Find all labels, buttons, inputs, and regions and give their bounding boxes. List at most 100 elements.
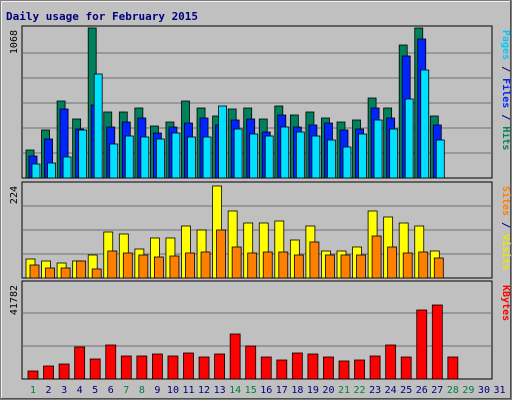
bar-kbytes-day-11 <box>183 352 194 380</box>
bar-sites-day-8 <box>138 254 149 279</box>
bar-pages-day-6 <box>109 143 119 179</box>
bar-kbytes-day-27 <box>431 304 443 380</box>
day-label-31: 31 <box>493 385 505 396</box>
day-label-23: 23 <box>369 385 381 396</box>
bar-kbytes-day-20 <box>323 356 334 380</box>
side-legend: KBytes <box>500 285 511 321</box>
bar-kbytes-day-17 <box>276 359 288 380</box>
bar-pages-day-26 <box>420 69 430 179</box>
bar-sites-day-18 <box>293 254 304 279</box>
side-legend-part: Files <box>500 78 512 108</box>
bar-kbytes-day-23 <box>369 355 381 380</box>
bar-kbytes-day-14 <box>229 333 241 380</box>
bar-kbytes-day-25 <box>400 356 412 380</box>
side-legend: Pages / Files / Hits <box>500 30 512 150</box>
bar-kbytes-day-8 <box>136 355 148 380</box>
day-label-12: 12 <box>198 385 210 396</box>
day-label-14: 14 <box>229 385 241 396</box>
day-label-10: 10 <box>167 385 179 396</box>
bar-sites-day-17 <box>278 251 289 279</box>
bar-pages-day-9 <box>155 138 165 179</box>
side-legend-part: Hits <box>500 126 512 150</box>
bar-kbytes-day-22 <box>354 359 365 380</box>
bar-pages-day-4 <box>78 129 88 179</box>
bar-kbytes-day-28 <box>447 356 459 380</box>
bar-pages-day-16 <box>264 135 274 179</box>
side-legend: Sites / Visits <box>500 186 512 270</box>
bar-kbytes-day-10 <box>167 355 179 380</box>
side-legend-part: / <box>500 108 511 126</box>
day-label-6: 6 <box>108 385 114 396</box>
chart-panel-hits-files-pages: 1068 Pages / Files / Hits <box>9 25 512 179</box>
bar-pages-day-23 <box>373 119 383 179</box>
bar-kbytes-day-1 <box>27 370 39 380</box>
bar-pages-day-1 <box>31 163 41 179</box>
day-label-30: 30 <box>478 385 490 396</box>
bar-sites-day-11 <box>185 252 195 279</box>
bar-kbytes-day-9 <box>151 353 163 380</box>
bar-pages-day-12 <box>202 136 212 179</box>
side-legend-part: Visits <box>500 234 512 270</box>
bar-pages-day-21 <box>342 146 352 179</box>
bar-sites-day-20 <box>325 254 335 279</box>
bar-pages-day-11 <box>187 136 196 179</box>
day-label-27: 27 <box>431 385 443 396</box>
bar-sites-day-9 <box>153 256 164 279</box>
bar-kbytes-day-5 <box>89 358 101 380</box>
day-label-2: 2 <box>46 385 52 396</box>
bar-kbytes-day-13 <box>214 353 226 380</box>
day-label-20: 20 <box>322 385 334 396</box>
side-legend-part: KBytes <box>500 285 511 321</box>
day-label-3: 3 <box>61 385 67 396</box>
y-max-label: 41782 <box>9 285 20 315</box>
bar-sites-day-4 <box>76 260 87 279</box>
bar-pages-day-24 <box>389 128 399 179</box>
bar-sites-day-27 <box>433 257 444 279</box>
bar-sites-day-26 <box>418 251 429 279</box>
bar-sites-day-25 <box>402 252 413 279</box>
bar-sites-day-3 <box>60 267 71 279</box>
day-label-1: 1 <box>30 385 36 396</box>
day-label-7: 7 <box>123 385 129 396</box>
chart-title: Daily usage for February 2015 <box>6 10 198 23</box>
day-label-15: 15 <box>245 385 257 396</box>
bar-kbytes-day-4 <box>74 346 86 380</box>
chart-panel-visits-sites: 224 Sites / Visits <box>9 181 512 279</box>
bar-pages-day-27 <box>435 139 445 179</box>
day-label-17: 17 <box>276 385 288 396</box>
bar-sites-day-21 <box>340 254 351 279</box>
day-label-29: 29 <box>462 385 474 396</box>
y-max-label: 1068 <box>9 30 20 54</box>
bar-sites-day-5 <box>91 268 102 279</box>
bar-kbytes-day-3 <box>58 363 70 380</box>
bar-pages-day-10 <box>171 132 181 179</box>
x-axis-day-labels: 1 2 3 4 5 6 7 8 9 10 11 12 13 14 15 16 17 18 19 20 21 22 23 24 2… <box>30 385 506 396</box>
bar-sites-day-15 <box>247 252 258 279</box>
day-label-8: 8 <box>139 385 145 396</box>
side-legend-part: / <box>500 60 511 78</box>
day-label-22: 22 <box>354 385 366 396</box>
bar-pages-day-8 <box>140 136 150 179</box>
side-legend-part: / <box>500 216 511 234</box>
bar-pages-day-17 <box>280 126 290 179</box>
day-label-11: 11 <box>182 385 194 396</box>
day-label-28: 28 <box>447 385 459 396</box>
bar-sites-day-22 <box>356 254 366 279</box>
bar-sites-day-7 <box>122 252 133 279</box>
bar-sites-day-16 <box>262 251 273 279</box>
bar-sites-day-2 <box>45 267 55 279</box>
bar-kbytes-day-15 <box>245 345 257 380</box>
day-label-18: 18 <box>291 385 303 396</box>
day-label-5: 5 <box>92 385 98 396</box>
day-label-19: 19 <box>307 385 319 396</box>
day-label-4: 4 <box>77 385 83 396</box>
bar-pages-day-18 <box>295 131 305 179</box>
bar-pages-day-19 <box>311 135 321 179</box>
bar-kbytes-day-21 <box>338 360 350 380</box>
day-label-21: 21 <box>338 385 350 396</box>
bar-sites-day-24 <box>387 246 398 279</box>
side-legend-part: Sites <box>500 186 512 216</box>
bar-sites-day-6 <box>107 250 118 279</box>
chart-panel-kbytes: 41782 KBytes <box>9 280 511 380</box>
